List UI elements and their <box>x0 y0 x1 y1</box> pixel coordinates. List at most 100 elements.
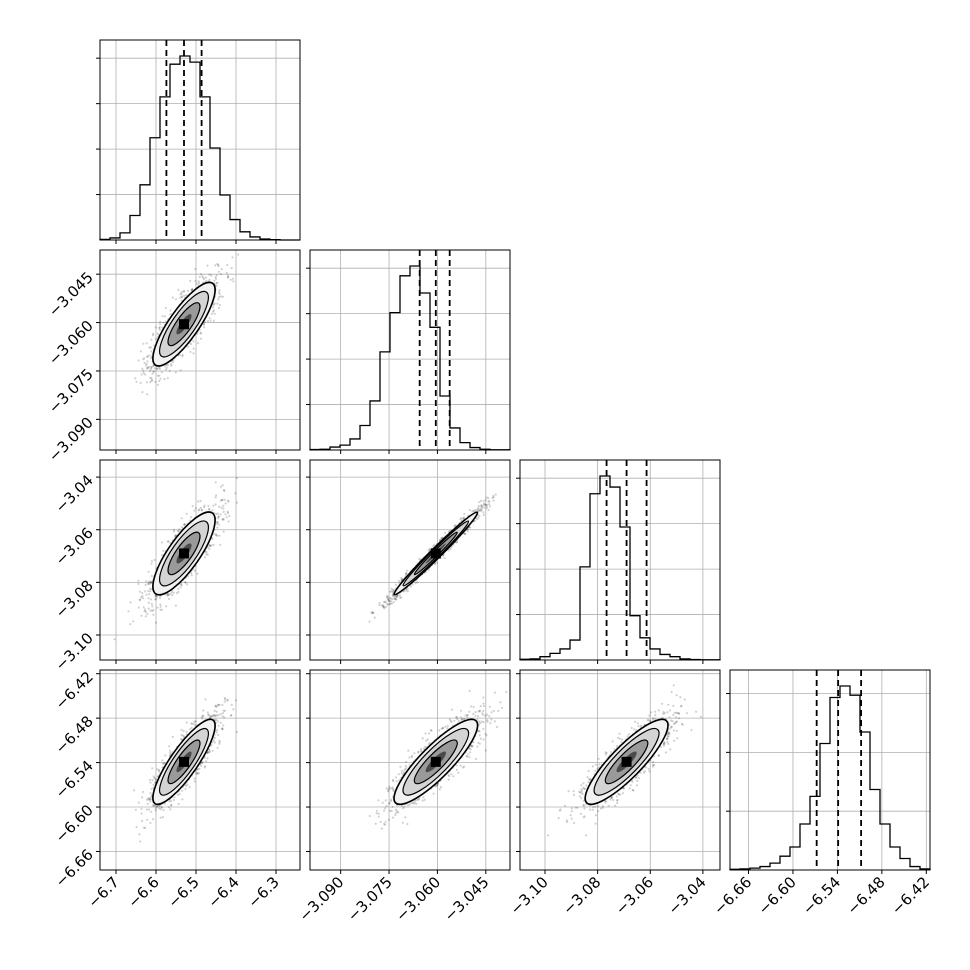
scatter-point <box>591 765 594 768</box>
scatter-point <box>197 500 200 503</box>
scatter-point <box>621 738 624 741</box>
scatter-point <box>459 764 462 767</box>
scatter-point <box>212 306 215 309</box>
scatter-point <box>155 367 159 370</box>
scatter-point <box>176 529 180 532</box>
scatter-point <box>218 534 221 537</box>
scatter-point <box>667 735 670 738</box>
y-tick-label: −6.54 <box>52 757 97 802</box>
scatter-point <box>219 721 222 724</box>
scatter-point <box>159 603 162 606</box>
scatter-point <box>479 721 482 725</box>
scatter-point <box>594 805 597 808</box>
scatter-point <box>477 741 480 744</box>
scatter-point <box>187 345 190 348</box>
scatter-point <box>143 357 146 360</box>
scatter-point <box>379 820 382 824</box>
scatter-point <box>493 720 496 723</box>
scatter-point <box>676 737 679 740</box>
scatter-point <box>222 510 225 513</box>
scatter-point <box>199 506 202 510</box>
scatter-point <box>213 741 216 744</box>
scatter-point <box>661 716 664 720</box>
panel-frame <box>99 669 301 871</box>
scatter-point <box>478 742 481 745</box>
x-tick-label: −6.54 <box>799 873 844 918</box>
scatter-point <box>440 727 443 731</box>
scatter-point <box>218 295 221 299</box>
scatter-point <box>488 503 491 506</box>
scatter-point <box>151 605 154 608</box>
scatter-point <box>471 744 474 748</box>
scatter-point <box>218 739 221 742</box>
scatter-point <box>137 579 140 582</box>
scatter-point <box>231 277 235 280</box>
scatter-point <box>389 798 393 801</box>
scatter-point <box>397 811 400 814</box>
scatter-point <box>425 739 428 742</box>
scatter-point <box>203 504 206 507</box>
scatter-point <box>391 786 394 789</box>
scatter-point <box>223 489 226 493</box>
scatter-point <box>214 704 217 708</box>
x-tick-label: −6.4 <box>204 873 242 911</box>
scatter-point <box>594 763 598 766</box>
scatter-point <box>217 270 220 273</box>
scatter-point <box>377 812 380 815</box>
scatter-point <box>643 770 647 773</box>
scatter-point <box>432 792 435 795</box>
scatter-point <box>139 840 142 843</box>
scatter-point <box>202 276 205 279</box>
scatter-point <box>546 834 550 837</box>
scatter-point <box>221 727 224 730</box>
scatter-point <box>410 756 413 759</box>
scatter-point <box>381 605 384 608</box>
scatter-point <box>380 827 383 830</box>
scatter-point <box>208 750 211 753</box>
scatter-point <box>368 620 371 623</box>
scatter-point <box>141 592 144 595</box>
scatter-point <box>217 263 220 266</box>
scatter-point <box>146 818 149 821</box>
scatter-point <box>135 380 138 383</box>
scatter-point <box>637 724 640 728</box>
scatter-point <box>488 500 491 503</box>
scatter-point <box>628 733 631 736</box>
scatter-point <box>433 543 436 546</box>
scatter-point <box>138 833 141 836</box>
scatter-point <box>202 277 205 281</box>
scatter-point <box>148 346 151 349</box>
scatter-point <box>216 703 219 706</box>
scatter-point <box>191 288 194 291</box>
scatter-point <box>466 755 469 758</box>
scatter-point <box>189 728 192 731</box>
scatter-point <box>633 728 636 731</box>
scatter-point <box>165 605 168 608</box>
scatter-point <box>149 581 152 585</box>
scatter-point <box>214 496 217 499</box>
scatter-point <box>388 787 391 790</box>
scatter-point <box>428 548 431 551</box>
scatter-point <box>585 834 588 837</box>
scatter-point <box>583 815 586 818</box>
x-tick-label: −3.10 <box>507 873 552 918</box>
scatter-point <box>186 783 189 787</box>
scatter-point <box>580 797 583 800</box>
scatter-point <box>680 704 683 708</box>
scatter-point <box>219 485 222 488</box>
scatter-point <box>583 807 586 810</box>
scatter-point <box>152 818 155 821</box>
scatter-point <box>611 796 614 799</box>
scatter-point <box>177 590 180 594</box>
scatter-point <box>488 705 491 708</box>
scatter-point <box>142 606 145 609</box>
scatter-point <box>400 769 403 773</box>
scatter-point <box>391 590 394 594</box>
scatter-point <box>219 499 222 502</box>
scatter-point <box>155 778 158 781</box>
scatter-point <box>496 725 499 729</box>
scatter-point <box>198 275 201 278</box>
scatter-point <box>463 516 466 519</box>
scatter-point <box>413 800 416 804</box>
scatter-point <box>147 367 150 370</box>
